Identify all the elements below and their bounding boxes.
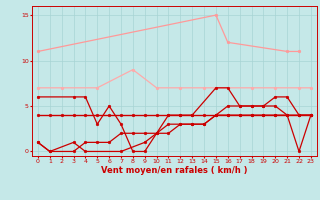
- X-axis label: Vent moyen/en rafales ( km/h ): Vent moyen/en rafales ( km/h ): [101, 166, 248, 175]
